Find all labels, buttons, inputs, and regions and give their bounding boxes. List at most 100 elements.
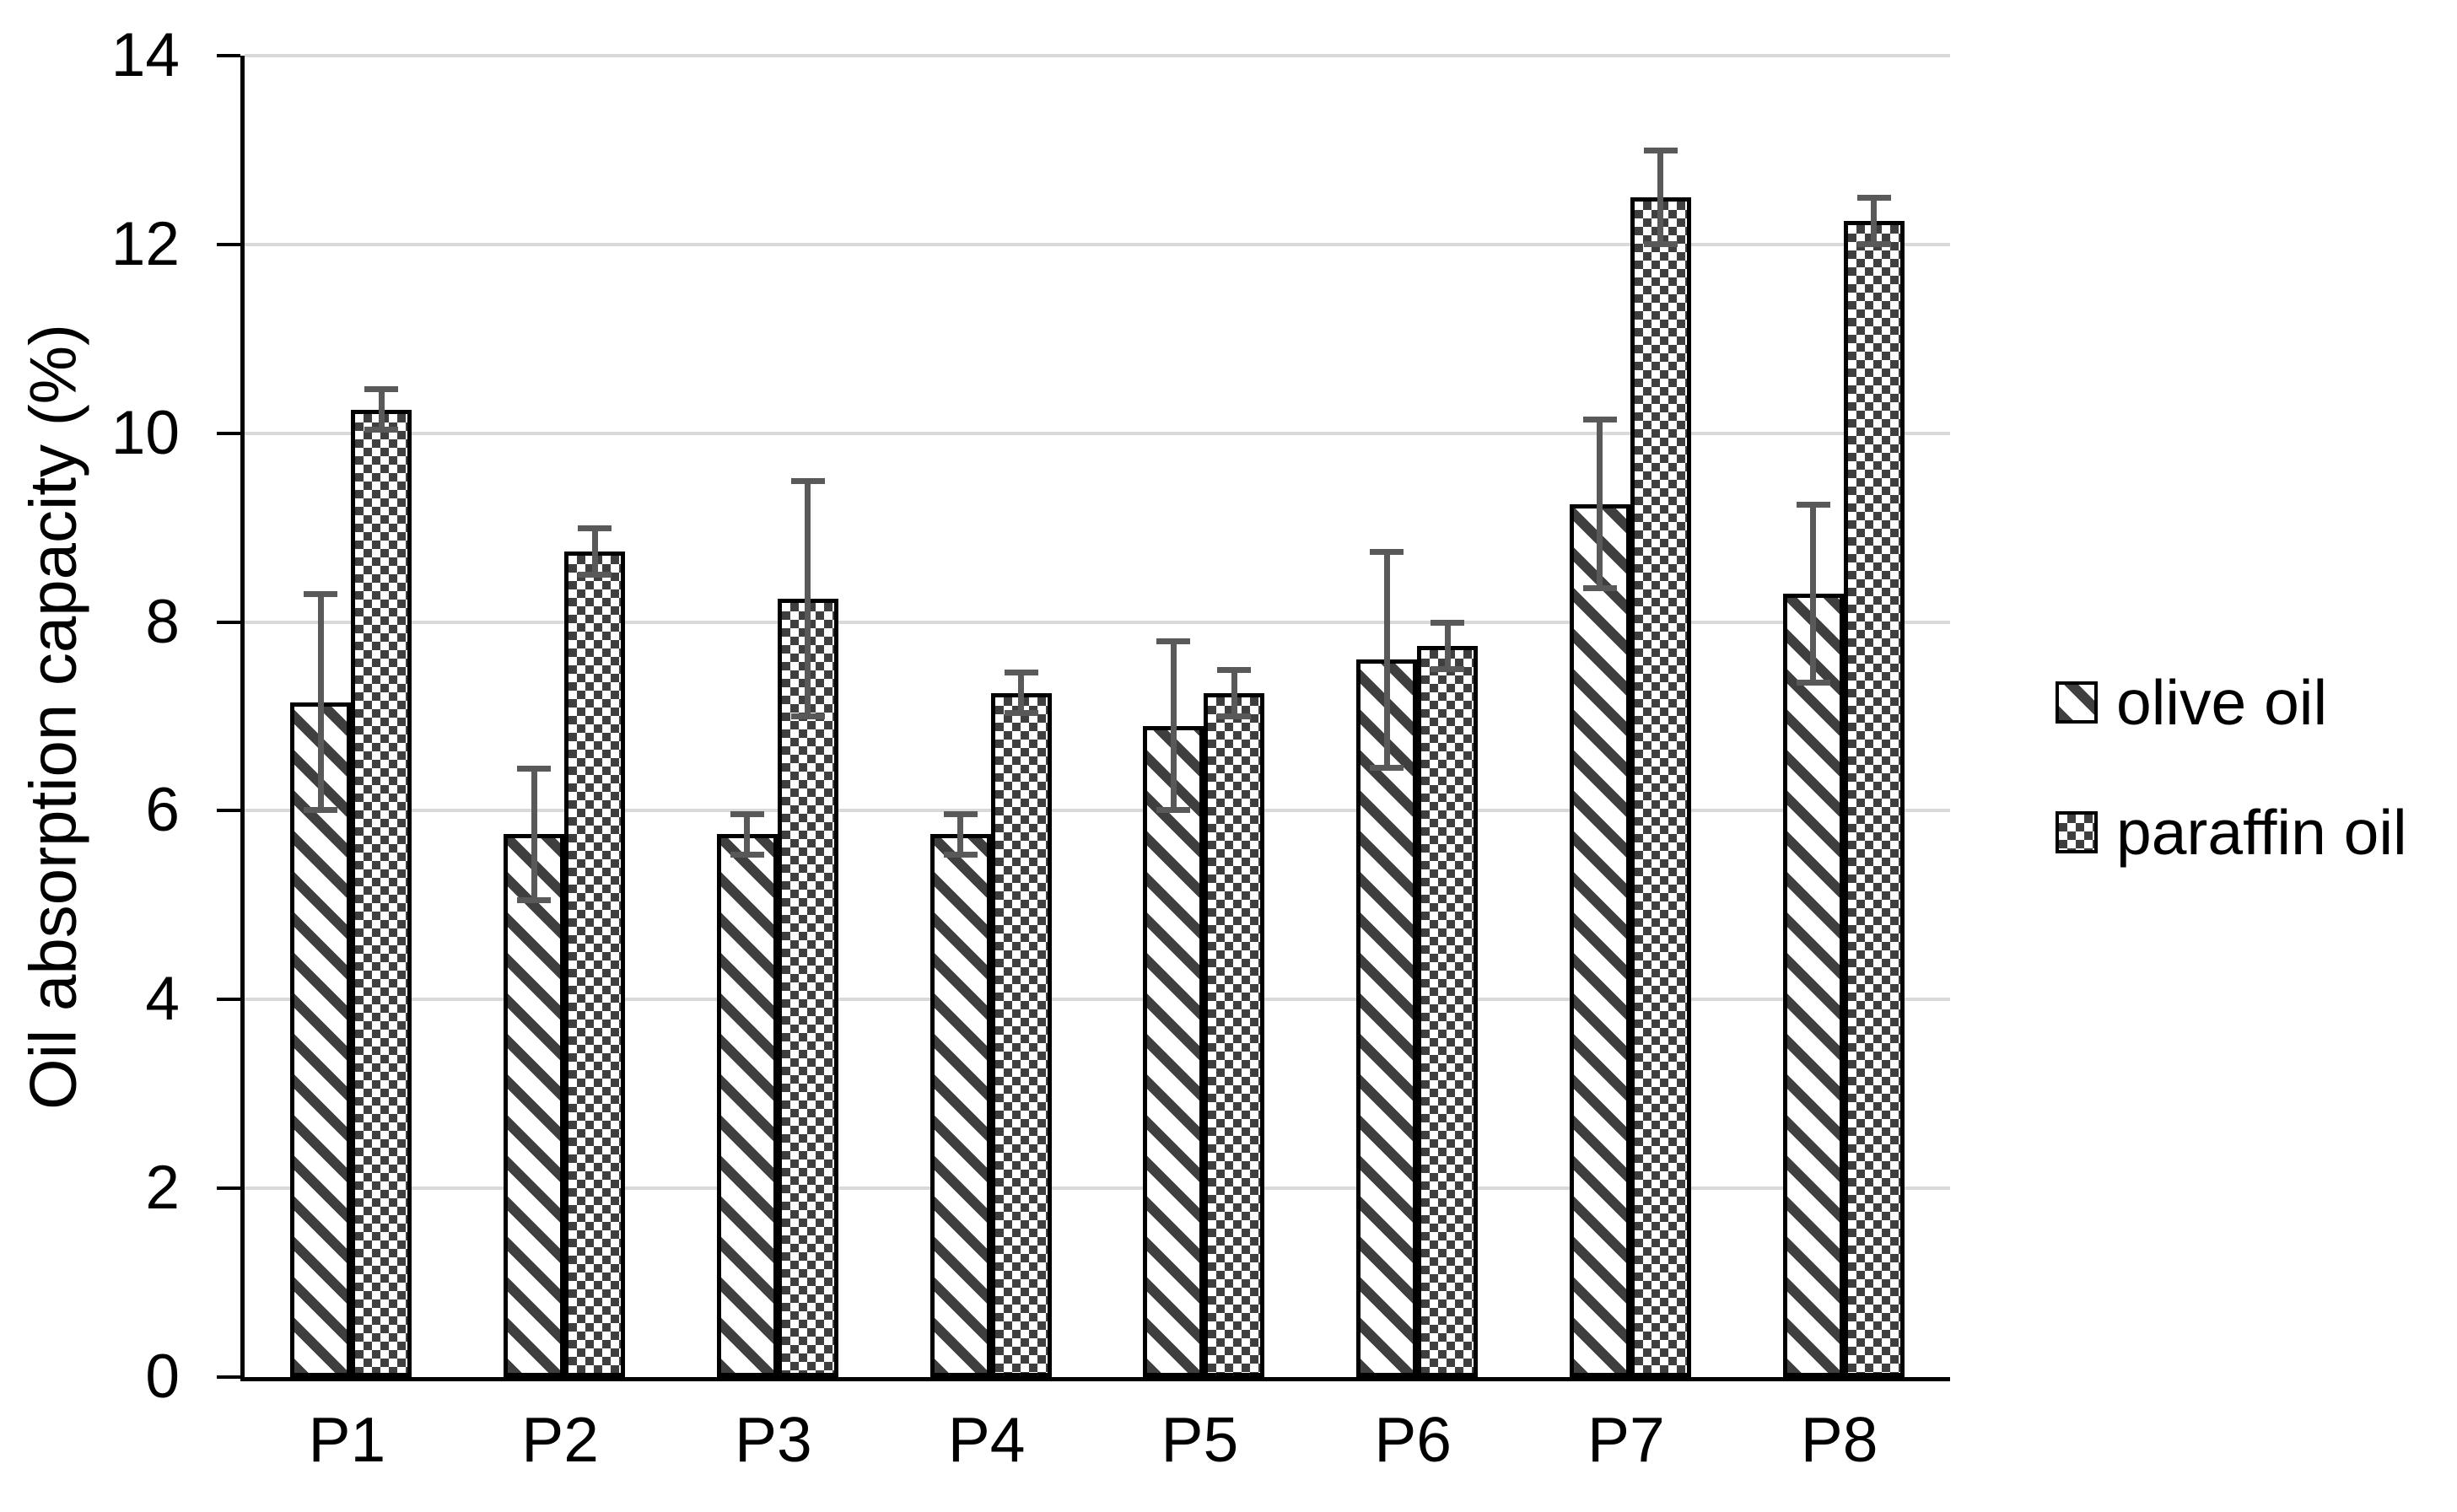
legend-label: paraffin oil [2116, 797, 2407, 868]
error-bar-cap [304, 590, 338, 597]
bar-paraffin-oil-P7 [1630, 196, 1691, 1377]
error-bar-cap [578, 571, 612, 578]
x-axis-label: P2 [521, 1404, 599, 1475]
error-bar-cap [1370, 548, 1404, 555]
bar-paraffin-oil-P6 [1417, 645, 1479, 1377]
bar-paraffin-oil-P1 [351, 409, 412, 1377]
error-bar-cap [1582, 585, 1617, 592]
error-bar-cap [790, 713, 825, 719]
y-tick-label: 14 [110, 21, 180, 89]
error-bar [1231, 669, 1237, 717]
error-bar-cap [1796, 680, 1830, 686]
bar-olive-oil-P4 [929, 834, 991, 1377]
checkerboard-swatch-icon [2056, 811, 2098, 853]
error-bar-cap [1643, 240, 1678, 247]
error-bar-cap [1156, 807, 1191, 814]
bar-paraffin-oil-P8 [1843, 220, 1905, 1377]
error-bar [1657, 149, 1664, 245]
y-tick-label: 6 [145, 776, 180, 845]
gridline [245, 620, 1950, 624]
y-tick-mark [217, 242, 240, 246]
y-tick-label: 10 [110, 398, 180, 467]
error-bar-cap [1643, 147, 1678, 153]
bar-paraffin-oil-P4 [990, 692, 1052, 1377]
error-bar-cap [1004, 669, 1038, 675]
error-bar [805, 480, 811, 717]
gridline [245, 242, 1950, 246]
error-bar-cap [1431, 665, 1465, 672]
error-bar-cap [730, 810, 764, 817]
y-tick-mark [217, 809, 240, 813]
error-bar-cap [578, 525, 612, 531]
error-bar [1444, 621, 1451, 670]
error-bar [1170, 640, 1177, 811]
error-bar-cap [517, 896, 552, 903]
y-tick-mark [217, 1375, 240, 1379]
error-bar [1810, 503, 1817, 684]
error-bar-cap [730, 852, 764, 858]
gridline [245, 431, 1950, 435]
error-bar-cap [1796, 501, 1830, 508]
gridline [245, 54, 1950, 57]
bar-olive-oil-P1 [290, 702, 352, 1377]
gridline [245, 1186, 1950, 1191]
error-bar-cap [1004, 710, 1038, 717]
y-tick-label: 0 [145, 1343, 180, 1411]
error-bar [591, 527, 598, 575]
x-axis-label: P4 [947, 1404, 1026, 1475]
error-bar-cap [304, 807, 338, 814]
error-bar-cap [790, 477, 825, 484]
bar-olive-oil-P6 [1356, 659, 1418, 1377]
error-bar [744, 813, 751, 856]
y-tick-label: 4 [145, 965, 180, 1034]
x-axis-label: P3 [735, 1404, 812, 1475]
x-axis-label: P5 [1161, 1404, 1239, 1475]
x-axis-label: P6 [1374, 1404, 1452, 1475]
y-tick-mark [217, 431, 240, 435]
error-bar [531, 768, 537, 901]
y-tick-label: 2 [145, 1154, 180, 1223]
bar-paraffin-oil-P3 [777, 598, 838, 1377]
bar-olive-oil-P7 [1569, 503, 1630, 1377]
bar-olive-oil-P2 [504, 834, 565, 1377]
error-bar-cap [1856, 194, 1891, 201]
y-tick-mark [217, 54, 240, 57]
legend-item-olive-oil: olive oil [2056, 667, 2327, 738]
error-bar-cap [943, 810, 978, 817]
error-bar-cap [1370, 765, 1404, 772]
error-bar [317, 593, 324, 811]
error-bar [378, 389, 385, 431]
error-bar [1871, 196, 1878, 245]
error-bar-cap [1217, 666, 1252, 673]
error-bar-cap [1856, 240, 1891, 247]
y-tick-label: 12 [110, 209, 180, 278]
bar-olive-oil-P8 [1782, 593, 1844, 1377]
error-bar-cap [943, 852, 978, 858]
x-axis-label: P8 [1800, 1404, 1878, 1475]
diagonal-stripes-swatch-icon [2056, 681, 2098, 724]
bar-paraffin-oil-P2 [564, 551, 626, 1377]
x-axis-label: P7 [1587, 1404, 1665, 1475]
bar-olive-oil-P3 [716, 834, 778, 1377]
legend-item-paraffin-oil: paraffin oil [2056, 797, 2407, 868]
error-bar [957, 813, 964, 856]
error-bar-cap [1156, 638, 1191, 644]
error-bar-cap [364, 427, 399, 433]
gridline [245, 998, 1950, 1002]
y-tick-mark [217, 620, 240, 624]
bar-olive-oil-P5 [1143, 725, 1204, 1377]
error-bar-cap [1582, 416, 1617, 422]
error-bar-cap [364, 386, 399, 393]
y-tick-mark [217, 1186, 240, 1191]
y-tick-mark [217, 998, 240, 1002]
error-bar [1018, 671, 1025, 714]
error-bar-cap [1431, 619, 1465, 626]
error-bar-cap [1217, 713, 1252, 719]
error-bar [1597, 418, 1603, 589]
x-axis-label: P1 [308, 1404, 386, 1475]
error-bar-cap [517, 766, 552, 772]
plot-area [240, 54, 1950, 1381]
bar-paraffin-oil-P5 [1204, 692, 1265, 1377]
y-tick-label: 8 [145, 587, 180, 656]
